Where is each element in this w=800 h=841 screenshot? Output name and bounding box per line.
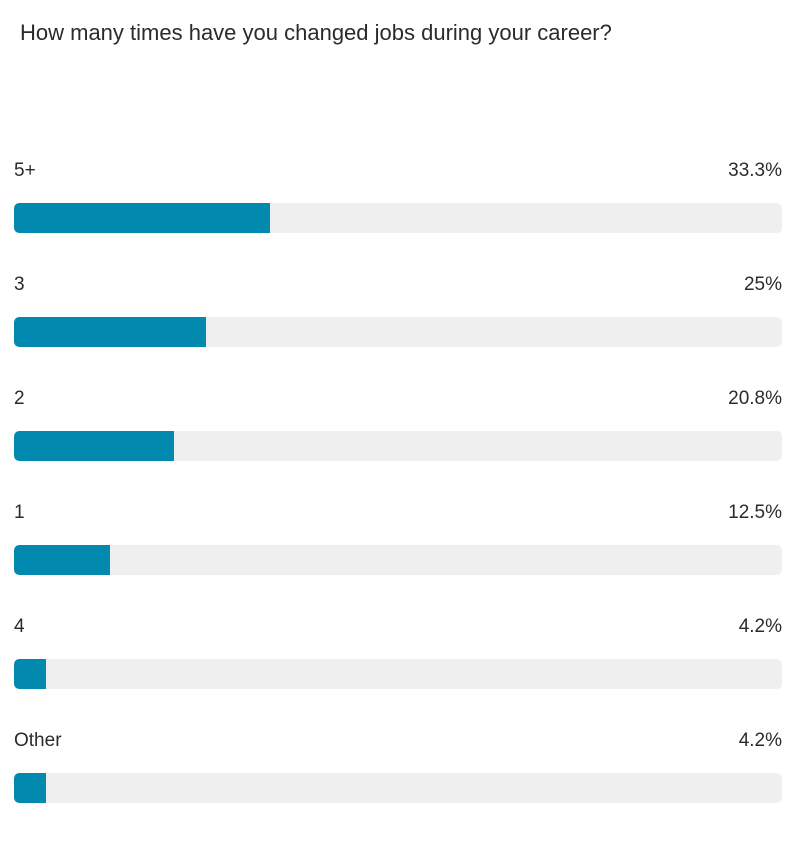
option-label: 5+ — [14, 160, 36, 181]
bar-fill — [14, 431, 174, 461]
bar-track — [14, 545, 782, 575]
poll-option-header: 3 25% — [14, 271, 782, 299]
option-label: 4 — [14, 616, 25, 637]
bar-fill — [14, 773, 47, 803]
option-label: Other — [14, 730, 62, 751]
option-label: 3 — [14, 274, 25, 295]
option-percent-label: 20.8% — [728, 388, 782, 409]
poll-option: 1 12.5% — [14, 499, 782, 613]
poll-option-header: Other 4.2% — [14, 727, 782, 755]
option-label: 2 — [14, 388, 25, 409]
bar-track — [14, 659, 782, 689]
option-percent-label: 12.5% — [728, 502, 782, 523]
bar-fill — [14, 203, 270, 233]
poll-question: How many times have you changed jobs dur… — [20, 20, 612, 45]
bar-track — [14, 203, 782, 233]
option-label: 1 — [14, 502, 25, 523]
bar-fill — [14, 317, 206, 347]
poll-option: Other 4.2% — [14, 727, 782, 841]
bar-track — [14, 317, 782, 347]
poll-option-header: 2 20.8% — [14, 385, 782, 413]
poll-option: 2 20.8% — [14, 385, 782, 499]
option-percent-label: 25% — [743, 274, 782, 295]
poll-option: 3 25% — [14, 271, 782, 385]
poll-option-header: 1 12.5% — [14, 499, 782, 527]
bar-fill — [14, 659, 47, 689]
bar-track — [14, 773, 782, 803]
poll-options: 5+ 33.3% 3 25% 2 20.8% 1 12.5% 4 4.2% Other 4.2% — [14, 157, 782, 841]
option-percent-label: 33.3% — [728, 160, 782, 181]
bar-fill — [14, 545, 110, 575]
poll-option: 5+ 33.3% — [14, 157, 782, 271]
poll-option-header: 5+ 33.3% — [14, 157, 782, 185]
poll-option: 4 4.2% — [14, 613, 782, 727]
bar-track — [14, 431, 782, 461]
option-percent-label: 4.2% — [738, 730, 782, 751]
option-percent-label: 4.2% — [738, 616, 782, 637]
poll-option-header: 4 4.2% — [14, 613, 782, 641]
